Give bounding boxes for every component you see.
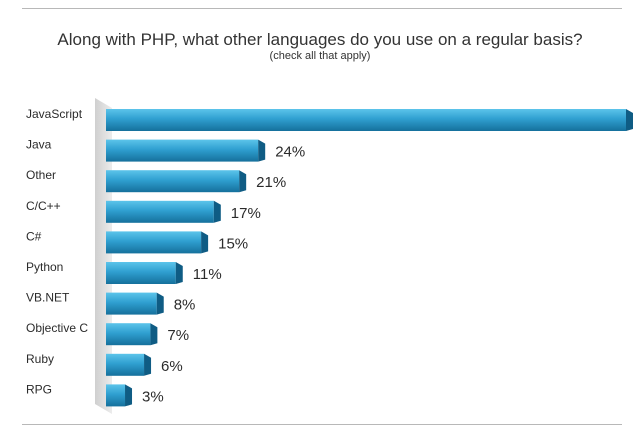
bar-end-face	[239, 170, 247, 193]
bar-end-face	[175, 262, 183, 284]
bar-end-face	[201, 231, 209, 254]
bar	[106, 200, 214, 223]
value-label: 21%	[256, 174, 286, 191]
bar-end-face	[144, 353, 152, 376]
bar	[106, 139, 259, 162]
bar-end-face	[156, 292, 164, 315]
chart-title: Along with PHP, what other languages do …	[57, 30, 583, 49]
category-label: C#	[26, 229, 42, 243]
bar	[106, 384, 126, 407]
bar-end-face	[150, 323, 158, 346]
bar	[106, 292, 157, 315]
bar	[106, 353, 145, 376]
bar-end-face	[125, 384, 133, 407]
value-label: 17%	[231, 205, 261, 222]
category-label: VB.NET	[26, 291, 70, 305]
category-label: Python	[26, 260, 63, 274]
value-label: 15%	[218, 235, 248, 252]
bar-end-face	[213, 200, 221, 223]
bottom-rule	[22, 424, 622, 425]
category-label: Ruby	[26, 352, 54, 366]
bar	[106, 170, 240, 193]
category-label: Objective C	[26, 321, 88, 335]
bar-end-face	[626, 109, 633, 131]
value-label: 8%	[174, 297, 196, 314]
category-label: Java	[26, 138, 52, 152]
category-label: Other	[26, 168, 56, 182]
bar	[106, 323, 151, 346]
value-label: 7%	[167, 327, 189, 344]
value-label: 11%	[193, 266, 222, 283]
bar	[106, 231, 202, 254]
top-rule	[22, 8, 622, 9]
chart-subtitle: (check all that apply)	[269, 50, 371, 62]
bar	[106, 262, 176, 284]
value-label: 24%	[275, 144, 305, 161]
bar-end-face	[258, 139, 266, 162]
category-label: RPG	[26, 382, 52, 396]
bar	[106, 109, 626, 131]
value-label: 3%	[142, 388, 164, 405]
category-label: C/C++	[26, 199, 61, 213]
category-label: JavaScript	[26, 107, 83, 121]
value-label: 6%	[161, 358, 183, 375]
